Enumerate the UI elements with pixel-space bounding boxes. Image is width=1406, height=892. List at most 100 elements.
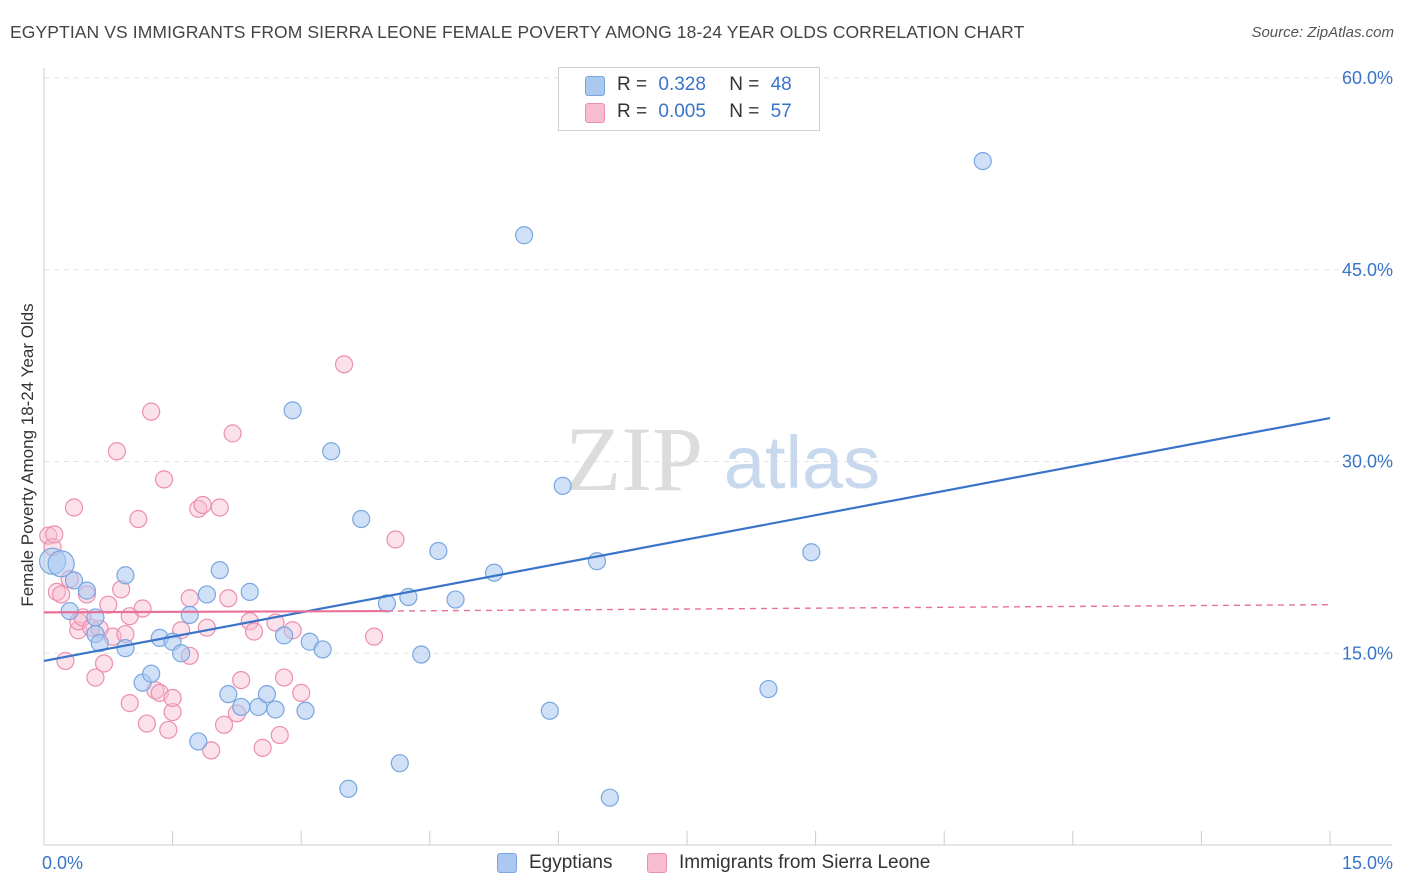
egyptians-point: [600, 788, 619, 807]
source-label: Source: ZipAtlas.com: [1251, 24, 1394, 41]
sierra-leone-point: [197, 618, 216, 637]
sierra-leone-point: [210, 498, 229, 517]
legend-r-label: R =: [617, 74, 648, 95]
sierra-leone-point: [364, 627, 384, 646]
bottom-legend-swatch-egyptians: [497, 853, 517, 873]
sierra-leone-point: [154, 470, 174, 489]
trend-lines: [43, 416, 1331, 663]
egyptians-point: [540, 701, 559, 720]
watermark-atlas: atlas: [724, 421, 880, 504]
egyptians-point: [390, 754, 409, 773]
sierra-leone-point: [223, 424, 242, 443]
egyptians-point: [322, 442, 341, 461]
stats-legend: R = 0.328 N = 48 R = 0.005 N = 57: [558, 67, 820, 131]
egyptians-point: [802, 543, 821, 562]
egyptians-point: [60, 601, 79, 621]
egyptians-point: [180, 605, 199, 625]
egyptians-point: [47, 550, 75, 578]
sierra-leone-point: [129, 509, 148, 529]
sierra-leone-point: [334, 355, 354, 374]
sierra-leone-point: [193, 495, 212, 515]
egyptians-point: [172, 644, 191, 663]
sierra-leone-point: [202, 741, 221, 760]
egyptians-point: [446, 590, 465, 609]
sierra-leone-point: [163, 702, 182, 722]
egyptians-point: [116, 566, 135, 585]
egyptians-point: [116, 639, 135, 658]
egyptians-point: [266, 700, 285, 719]
egyptians-point: [759, 679, 778, 699]
legend-n-label: N =: [729, 74, 760, 95]
egyptians-point: [232, 697, 251, 717]
y-tick-label: 60.0%: [1342, 68, 1393, 88]
egyptians-point: [412, 645, 431, 664]
egyptians-point: [553, 476, 572, 495]
legend-n-value: 57: [770, 101, 792, 122]
egyptians-point: [429, 541, 448, 561]
legend-n-label: N =: [729, 101, 760, 122]
egyptians-point: [283, 401, 302, 420]
egyptians-point: [219, 685, 238, 704]
sierra-leone-point: [253, 738, 272, 757]
watermark-zip: ZIP: [565, 408, 703, 510]
sierra-leone-point: [94, 654, 114, 673]
sierra-leone-point: [133, 599, 152, 618]
egyptians-point: [210, 561, 229, 580]
egyptians-point: [515, 226, 534, 245]
watermark: ZIP atlas: [565, 408, 880, 510]
egyptians-trend-line: [43, 416, 1331, 663]
sierra-leone-point: [214, 715, 234, 734]
egyptians-point: [339, 779, 358, 798]
egyptians-point: [240, 582, 259, 601]
sierra-leone-trend-dashed: [386, 603, 1331, 612]
chart-title: EGYPTIAN VS IMMIGRANTS FROM SIERRA LEONE…: [10, 22, 1025, 42]
axes: [43, 68, 1392, 846]
bottom-legend-swatch-sierra-leone: [647, 853, 667, 873]
legend-swatch-egyptians: [585, 76, 605, 96]
egyptians-point: [64, 571, 84, 590]
x-tick-label: 0.0%: [42, 853, 83, 873]
sierra-leone-point: [219, 589, 238, 608]
egyptians-point: [197, 585, 216, 604]
egyptians-point: [973, 151, 992, 171]
sierra-leone-point: [99, 595, 118, 614]
x-tick-label: 15.0%: [1342, 853, 1393, 873]
egyptians-point: [485, 563, 504, 582]
sierra-leone-point: [232, 670, 251, 690]
sierra-leone-point: [45, 525, 64, 544]
egyptians-point: [142, 664, 161, 683]
egyptians-point: [77, 581, 96, 600]
egyptians-point: [257, 685, 277, 704]
y-axis-label: Female Poverty Among 18-24 Year Olds: [18, 303, 37, 606]
egyptians-point: [352, 509, 371, 529]
sierra-leone-point: [107, 442, 126, 461]
egyptians-point: [189, 732, 208, 751]
sierra-leone-point: [142, 402, 161, 421]
sierra-leone-point: [163, 688, 182, 708]
egyptians-point: [296, 701, 315, 720]
sierra-leone-point: [270, 725, 289, 745]
legend-r-value: 0.328: [658, 74, 706, 95]
egyptians-point: [90, 633, 109, 653]
sierra-leone-point: [120, 694, 139, 713]
egyptians-point: [313, 640, 332, 659]
legend-n-value: 48: [770, 74, 792, 95]
sierra-leone-point: [244, 622, 264, 641]
legend-swatch-sierra-leone: [585, 103, 605, 123]
legend-r-value: 0.005: [658, 101, 706, 122]
y-tick-label: 45.0%: [1342, 260, 1393, 280]
sierra-leone-point: [180, 589, 199, 608]
egyptians-point: [274, 626, 294, 645]
sierra-leone-point: [159, 720, 178, 740]
sierra-leone-trend-solid: [43, 609, 387, 614]
sierra-leone-point: [386, 530, 405, 549]
sierra-leone-point: [52, 585, 71, 604]
bottom-legend-label-egyptians: Egyptians: [529, 852, 613, 873]
sierra-leone-point: [64, 498, 84, 517]
sierra-leone-point: [292, 683, 311, 702]
sierra-leone-point: [137, 714, 156, 733]
y-tick-label: 30.0%: [1342, 452, 1393, 472]
sierra-leone-point: [39, 526, 58, 545]
tick-labels: 15.0% 30.0% 45.0% 60.0% 0.0% 15.0%: [42, 68, 1393, 873]
